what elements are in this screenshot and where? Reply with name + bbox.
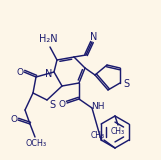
Text: OCH₃: OCH₃ <box>25 140 47 148</box>
Text: O: O <box>16 68 24 76</box>
Text: H₂N: H₂N <box>39 34 57 44</box>
Text: S: S <box>49 100 55 110</box>
Text: O: O <box>58 100 66 108</box>
Text: N: N <box>90 32 98 42</box>
Text: CH₃: CH₃ <box>111 127 125 136</box>
Text: O: O <box>10 115 18 124</box>
Text: CH₃: CH₃ <box>91 132 105 140</box>
Text: N: N <box>45 69 53 79</box>
Text: S: S <box>123 79 129 89</box>
Text: NH: NH <box>91 101 105 111</box>
